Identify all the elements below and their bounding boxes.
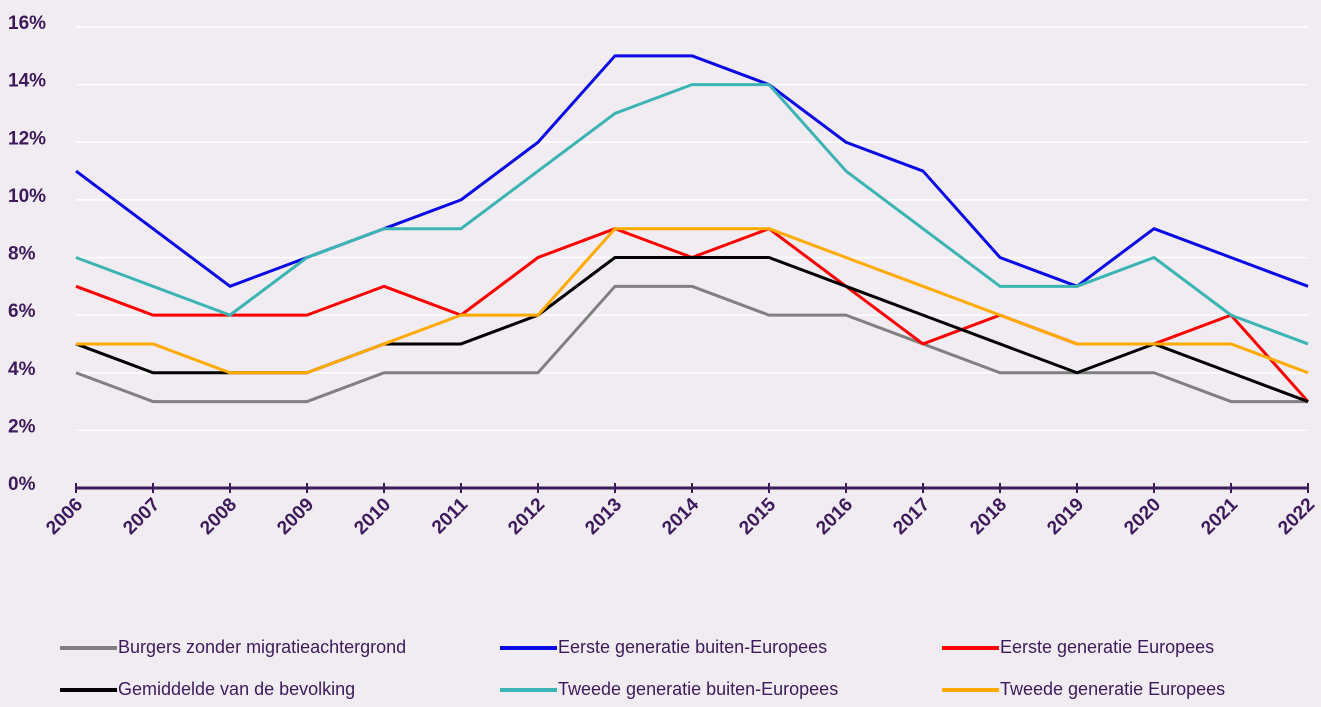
y-tick-label: 16% bbox=[8, 13, 46, 34]
x-tick-label: 2018 bbox=[966, 494, 1011, 539]
y-tick-label: 2% bbox=[8, 416, 36, 437]
x-tick-label: 2022 bbox=[1274, 494, 1319, 539]
x-tick-label: 2006 bbox=[42, 494, 87, 539]
legend-label: Tweede generatie Europees bbox=[1000, 679, 1225, 699]
y-tick-label: 6% bbox=[8, 301, 36, 322]
y-tick-label: 8% bbox=[8, 244, 36, 265]
x-tick-label: 2019 bbox=[1043, 494, 1088, 539]
legend-label: Eerste generatie Europees bbox=[1000, 637, 1214, 657]
series-line bbox=[75, 284, 1308, 404]
x-tick-label: 2011 bbox=[428, 494, 472, 538]
y-tick-label: 0% bbox=[8, 474, 36, 495]
x-tick-label: 2020 bbox=[1120, 494, 1165, 539]
x-tick-label: 2012 bbox=[504, 494, 549, 539]
x-tick-label: 2007 bbox=[119, 494, 164, 539]
x-tick-label: 2013 bbox=[581, 494, 626, 539]
legend-label: Gemiddelde van de bevolking bbox=[118, 679, 355, 699]
x-tick-label: 2009 bbox=[273, 494, 318, 539]
legend-label: Eerste generatie buiten-Europees bbox=[558, 637, 827, 657]
series-line bbox=[75, 256, 1309, 403]
x-tick-label: 2016 bbox=[812, 494, 857, 539]
series-line bbox=[75, 83, 1309, 346]
legend-label: Burgers zonder migratieachtergrond bbox=[118, 637, 406, 657]
y-tick-label: 14% bbox=[8, 71, 46, 92]
x-tick-label: 2017 bbox=[889, 494, 934, 539]
y-tick-label: 12% bbox=[8, 128, 46, 149]
series-line bbox=[75, 54, 1309, 288]
x-tick-label: 2021 bbox=[1197, 494, 1242, 539]
legend-label: Tweede generatie buiten-Europees bbox=[558, 679, 838, 699]
y-tick-label: 10% bbox=[8, 186, 46, 207]
x-tick-label: 2015 bbox=[735, 494, 780, 539]
series-line bbox=[76, 227, 1309, 375]
y-tick-label: 4% bbox=[8, 359, 36, 380]
x-tick-label: 2014 bbox=[658, 494, 703, 539]
x-tick-label: 2010 bbox=[350, 494, 395, 539]
x-tick-label: 2008 bbox=[196, 494, 241, 539]
